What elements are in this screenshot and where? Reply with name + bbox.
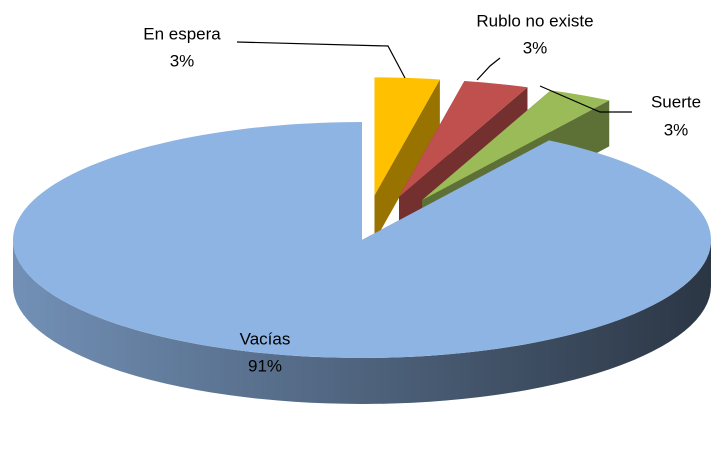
slice bbox=[422, 90, 610, 201]
slice-label: Suerte bbox=[651, 92, 701, 111]
slice-label: Vacías bbox=[240, 329, 291, 348]
value-label: 3% bbox=[523, 38, 548, 57]
slice-side bbox=[374, 79, 440, 242]
labels: En espera 3% Rublo no existe 3% Suerte 3% Vací… bbox=[143, 11, 701, 375]
leader-line bbox=[236, 41, 406, 79]
slice bbox=[12, 122, 711, 358]
pie bbox=[12, 77, 711, 404]
leader-line bbox=[476, 57, 501, 81]
slice bbox=[398, 81, 528, 197]
slice-label: En espera bbox=[143, 24, 221, 43]
leader-line bbox=[539, 85, 632, 113]
slice bbox=[374, 77, 440, 196]
value-label: 3% bbox=[170, 51, 195, 70]
slice-label: Rublo no existe bbox=[476, 11, 593, 30]
value-label: 91% bbox=[248, 356, 282, 375]
slice-side bbox=[13, 240, 711, 404]
value-label: 3% bbox=[664, 120, 689, 139]
